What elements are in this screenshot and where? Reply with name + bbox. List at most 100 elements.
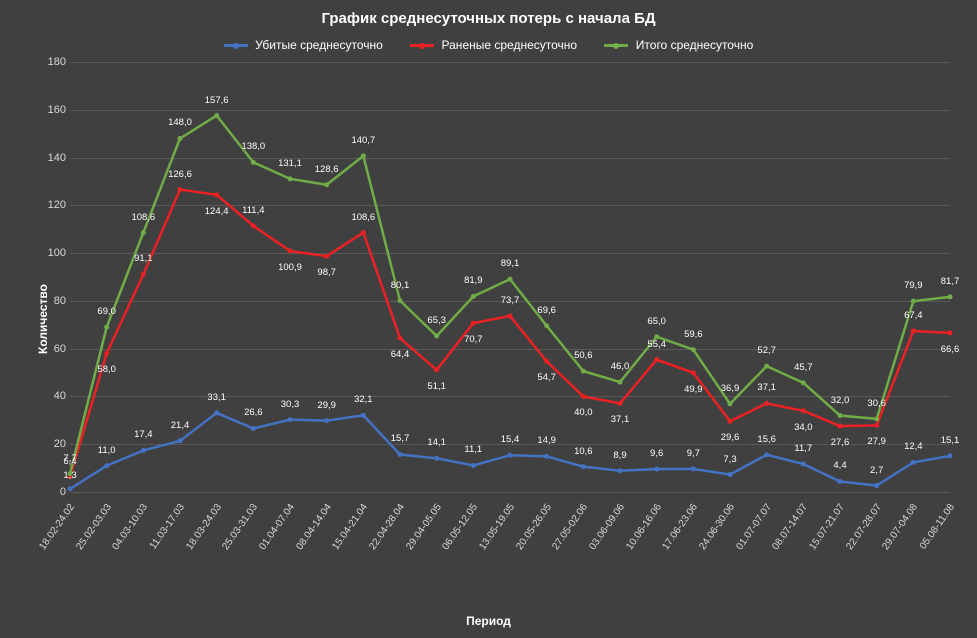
- series-marker: [874, 416, 879, 421]
- data-label: 36,9: [721, 383, 740, 394]
- data-label: 58,0: [97, 364, 116, 375]
- data-label: 29,9: [317, 400, 336, 411]
- data-label: 10,6: [574, 446, 593, 457]
- x-tick-label: 15.04-21.04: [331, 502, 371, 552]
- series-marker: [471, 321, 476, 326]
- legend-label-killed: Убитые среднесуточно: [255, 38, 383, 52]
- data-label: 157,6: [205, 95, 229, 106]
- legend: Убитые среднесуточно Раненые среднесуточ…: [0, 38, 977, 52]
- series-marker: [508, 277, 513, 282]
- legend-line-wounded: [410, 44, 434, 47]
- series-marker: [838, 424, 843, 429]
- x-tick-label: 22.07-28.07: [844, 502, 884, 552]
- series-marker: [948, 330, 953, 335]
- series-marker: [581, 369, 586, 374]
- data-label: 79,9: [904, 280, 923, 291]
- legend-item-wounded: Раненые среднесуточно: [410, 38, 577, 52]
- series-marker: [104, 325, 109, 330]
- legend-item-total: Итого среднесуточно: [604, 38, 753, 52]
- y-tick-label: 140: [38, 152, 66, 164]
- series-marker: [251, 426, 256, 431]
- series-marker: [361, 230, 366, 235]
- series-marker: [728, 472, 733, 477]
- series-marker: [948, 453, 953, 458]
- data-label: 140,7: [351, 135, 375, 146]
- data-label: 124,4: [205, 206, 229, 217]
- data-label: 66,6: [941, 344, 960, 355]
- x-tick-label: 08.07-14.07: [771, 502, 811, 552]
- series-marker: [251, 223, 256, 228]
- y-tick-label: 20: [38, 438, 66, 450]
- data-label: 15,1: [941, 435, 960, 446]
- x-tick-label: 29.04-05.05: [404, 502, 444, 552]
- x-tick-label: 24.06-30.06: [697, 502, 737, 552]
- data-label: 46,0: [611, 361, 630, 372]
- y-tick-label: 0: [38, 486, 66, 498]
- data-label: 8,9: [613, 450, 626, 461]
- data-label: 15,7: [391, 433, 410, 444]
- series-marker: [214, 192, 219, 197]
- data-label: 108,6: [351, 212, 375, 223]
- legend-line-killed: [224, 44, 248, 47]
- y-tick-label: 100: [38, 247, 66, 259]
- series-marker: [434, 334, 439, 339]
- data-label: 55,4: [647, 339, 666, 350]
- data-label: 30,6: [867, 398, 886, 409]
- data-label: 59,6: [684, 329, 703, 340]
- y-tick-label: 180: [38, 56, 66, 68]
- x-tick-label: 25.03-31.03: [221, 502, 261, 552]
- series-marker: [471, 294, 476, 299]
- chart-title: График среднесуточных потерь с начала БД: [0, 10, 977, 27]
- x-tick-label: 18.02-24.02: [37, 502, 77, 552]
- series-marker: [581, 394, 586, 399]
- x-tick-label: 15.07-21.07: [807, 502, 847, 552]
- x-tick-label: 03.06-09.06: [587, 502, 627, 552]
- series-marker: [691, 466, 696, 471]
- data-label: 64,4: [391, 349, 410, 360]
- series-line: [70, 413, 950, 489]
- series-marker: [214, 113, 219, 118]
- data-label: 33,1: [207, 392, 226, 403]
- data-label: 54,7: [537, 372, 556, 383]
- data-label: 50,6: [574, 350, 593, 361]
- data-label: 32,1: [354, 394, 373, 405]
- data-label: 14,9: [537, 435, 556, 446]
- data-label: 1,3: [63, 470, 76, 481]
- data-label: 37,1: [757, 382, 776, 393]
- series-marker: [251, 160, 256, 165]
- series-marker: [178, 187, 183, 192]
- data-label: 40,0: [574, 407, 593, 418]
- data-label: 2,7: [870, 465, 883, 476]
- x-tick-label: 08.04-14.04: [294, 502, 334, 552]
- data-label: 81,9: [464, 275, 483, 286]
- data-label: 65,0: [647, 316, 666, 327]
- series-marker: [544, 359, 549, 364]
- series-marker: [398, 452, 403, 457]
- data-label: 100,9: [278, 262, 302, 273]
- data-label: 51,1: [427, 381, 446, 392]
- data-label: 15,6: [757, 434, 776, 445]
- data-label: 91,1: [134, 253, 153, 264]
- series-marker: [728, 419, 733, 424]
- x-tick-label: 06.05-12.05: [441, 502, 481, 552]
- data-label: 111,4: [242, 205, 264, 216]
- x-tick-label: 18.03-24.03: [184, 502, 224, 552]
- data-label: 69,0: [97, 306, 116, 317]
- series-marker: [508, 313, 513, 318]
- data-label: 70,7: [464, 334, 483, 345]
- series-marker: [618, 401, 623, 406]
- series-marker: [471, 463, 476, 468]
- x-tick-label: 13.05-19.05: [477, 502, 517, 552]
- series-marker: [288, 417, 293, 422]
- series-marker: [178, 438, 183, 443]
- y-tick-label: 160: [38, 104, 66, 116]
- data-label: 65,3: [427, 315, 446, 326]
- series-marker: [728, 401, 733, 406]
- legend-line-total: [604, 44, 628, 47]
- legend-label-total: Итого среднесуточно: [636, 38, 754, 52]
- x-tick-label: 17.06-23.06: [661, 502, 701, 552]
- data-label: 9,7: [687, 448, 700, 459]
- x-tick-label: 11.03-17.03: [148, 502, 187, 551]
- data-label: 15,4: [501, 434, 520, 445]
- legend-label-wounded: Раненые среднесуточно: [442, 38, 578, 52]
